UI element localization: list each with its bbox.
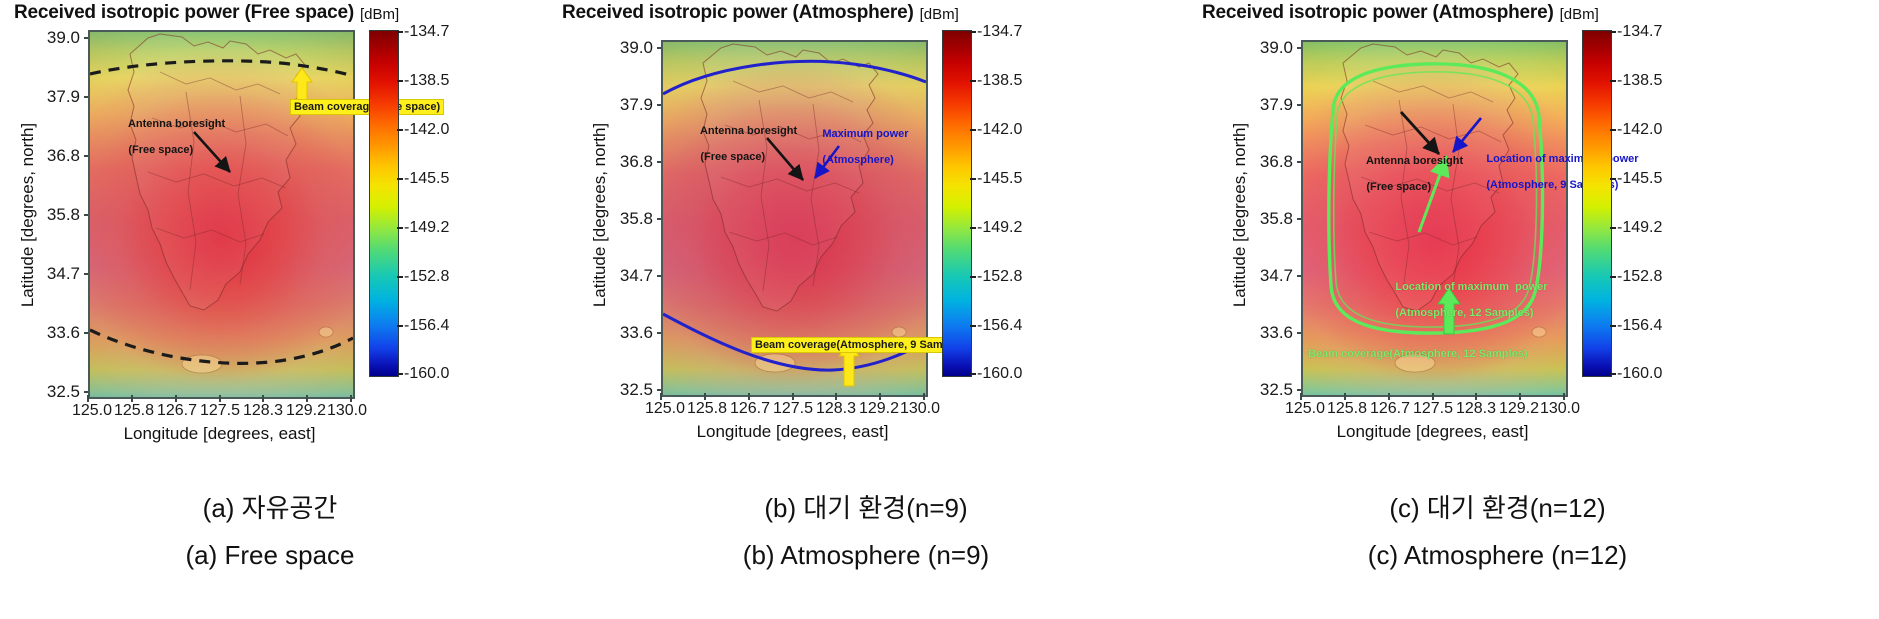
- panel-c-colorbar: [1582, 30, 1612, 377]
- panel-c-title: Received isotropic power (Atmosphere): [1202, 2, 1554, 23]
- panel-c-xaxis-title: Longitude [degrees, east]: [1336, 422, 1529, 441]
- panel-a-power-field: [90, 32, 353, 397]
- ytick-mark: [84, 273, 91, 275]
- panel-b-caption-ko: (b) 대기 환경(n=9): [764, 493, 968, 523]
- panel-atmosphere-9: Received isotropic power (Atmosphere) [d…: [556, 0, 1196, 619]
- panel-c-caption-en: (c) Atmosphere (n=12): [1367, 540, 1628, 570]
- panel-a-beam-coverage-contour: [90, 59, 353, 365]
- panel-b-caption-en: (b) Atmosphere (n=9): [742, 540, 990, 570]
- panel-b-title: Received isotropic power (Atmosphere): [562, 2, 914, 23]
- ytick-mark: [84, 96, 91, 98]
- panel-free-space: Received isotropic power (Free space) [d…: [0, 0, 620, 619]
- panel-a-title-row: Received isotropic power (Free space) [d…: [14, 2, 620, 24]
- panel-c-beam-arrow-icon: [1437, 287, 1461, 335]
- panel-c-power-field: [1303, 42, 1566, 395]
- panel-b-beam-coverage-callout: Beam coverage(Atmosphere, 9 Samples): [751, 337, 973, 354]
- panel-a-beam-coverage-callout: Beam coverage(Free space): [290, 99, 445, 116]
- panel-c-caption-ko: (c) 대기 환경(n=12): [1389, 493, 1606, 523]
- ytick-mark: [84, 391, 91, 393]
- panel-b-title-row: Received isotropic power (Atmosphere) [d…: [562, 2, 1196, 24]
- panel-a-caption-en: (a) Free space: [185, 540, 355, 570]
- panel-b-colorbar: [942, 30, 972, 377]
- ytick-mark: [84, 155, 91, 157]
- panel-c-beam-coverage-label: Beam coverage(Atmosphere, 12 Samples): [1308, 348, 1528, 360]
- panel-b-xaxis-title: Longitude [degrees, east]: [696, 422, 889, 441]
- panel-a-xaxis-title: Longitude [degrees, east]: [123, 424, 316, 443]
- panel-c-max-power-9-label: Location of maximum power (Atmosphere, 9…: [1486, 152, 1639, 191]
- panel-a-boresight-label: Antenna boresight (Free space): [127, 117, 226, 156]
- panel-a-beam-arrow-icon: [291, 67, 313, 115]
- panel-a-unit-label: [dBm]: [360, 6, 400, 23]
- panel-a-boresight-arrow: [193, 131, 231, 173]
- panel-b-unit-label: [dBm]: [919, 6, 959, 23]
- panel-a-colorbar: [369, 30, 399, 377]
- panel-b-beam-coverage-contour: [663, 59, 926, 372]
- panel-c-map-outline: [1340, 43, 1547, 373]
- ytick-mark: [84, 332, 91, 334]
- ytick-mark: [84, 37, 91, 39]
- panel-b-boresight-label: Antenna boresight (Free space): [699, 124, 798, 163]
- panel-a-heatmap: [88, 30, 355, 399]
- panel-c-max-power-12-label: Location of maximum power (Atmosphere, 1…: [1395, 280, 1548, 319]
- panel-atmosphere-12: Received isotropic power (Atmosphere) [d…: [1196, 0, 1879, 619]
- panel-b-max-power-label: Maximum power (Atmosphere): [822, 127, 909, 166]
- panel-a-title: Received isotropic power (Free space): [14, 2, 354, 23]
- panel-c-heatmap: [1301, 40, 1568, 397]
- panel-c-boresight-arrow: [1399, 111, 1483, 233]
- panel-b-heatmap: [661, 40, 928, 397]
- panel-c-unit-label: [dBm]: [1559, 6, 1599, 23]
- panel-c-title-row: Received isotropic power (Atmosphere) [d…: [1202, 2, 1879, 24]
- ytick-mark: [84, 214, 91, 216]
- panel-a-caption-ko: (a) 자유공간: [202, 493, 338, 523]
- panel-b-boresight-arrow: [766, 137, 841, 181]
- panel-c-beam-coverage-contour: [1327, 62, 1545, 335]
- panel-c-boresight-label: Antenna boresight (Free space): [1365, 154, 1464, 193]
